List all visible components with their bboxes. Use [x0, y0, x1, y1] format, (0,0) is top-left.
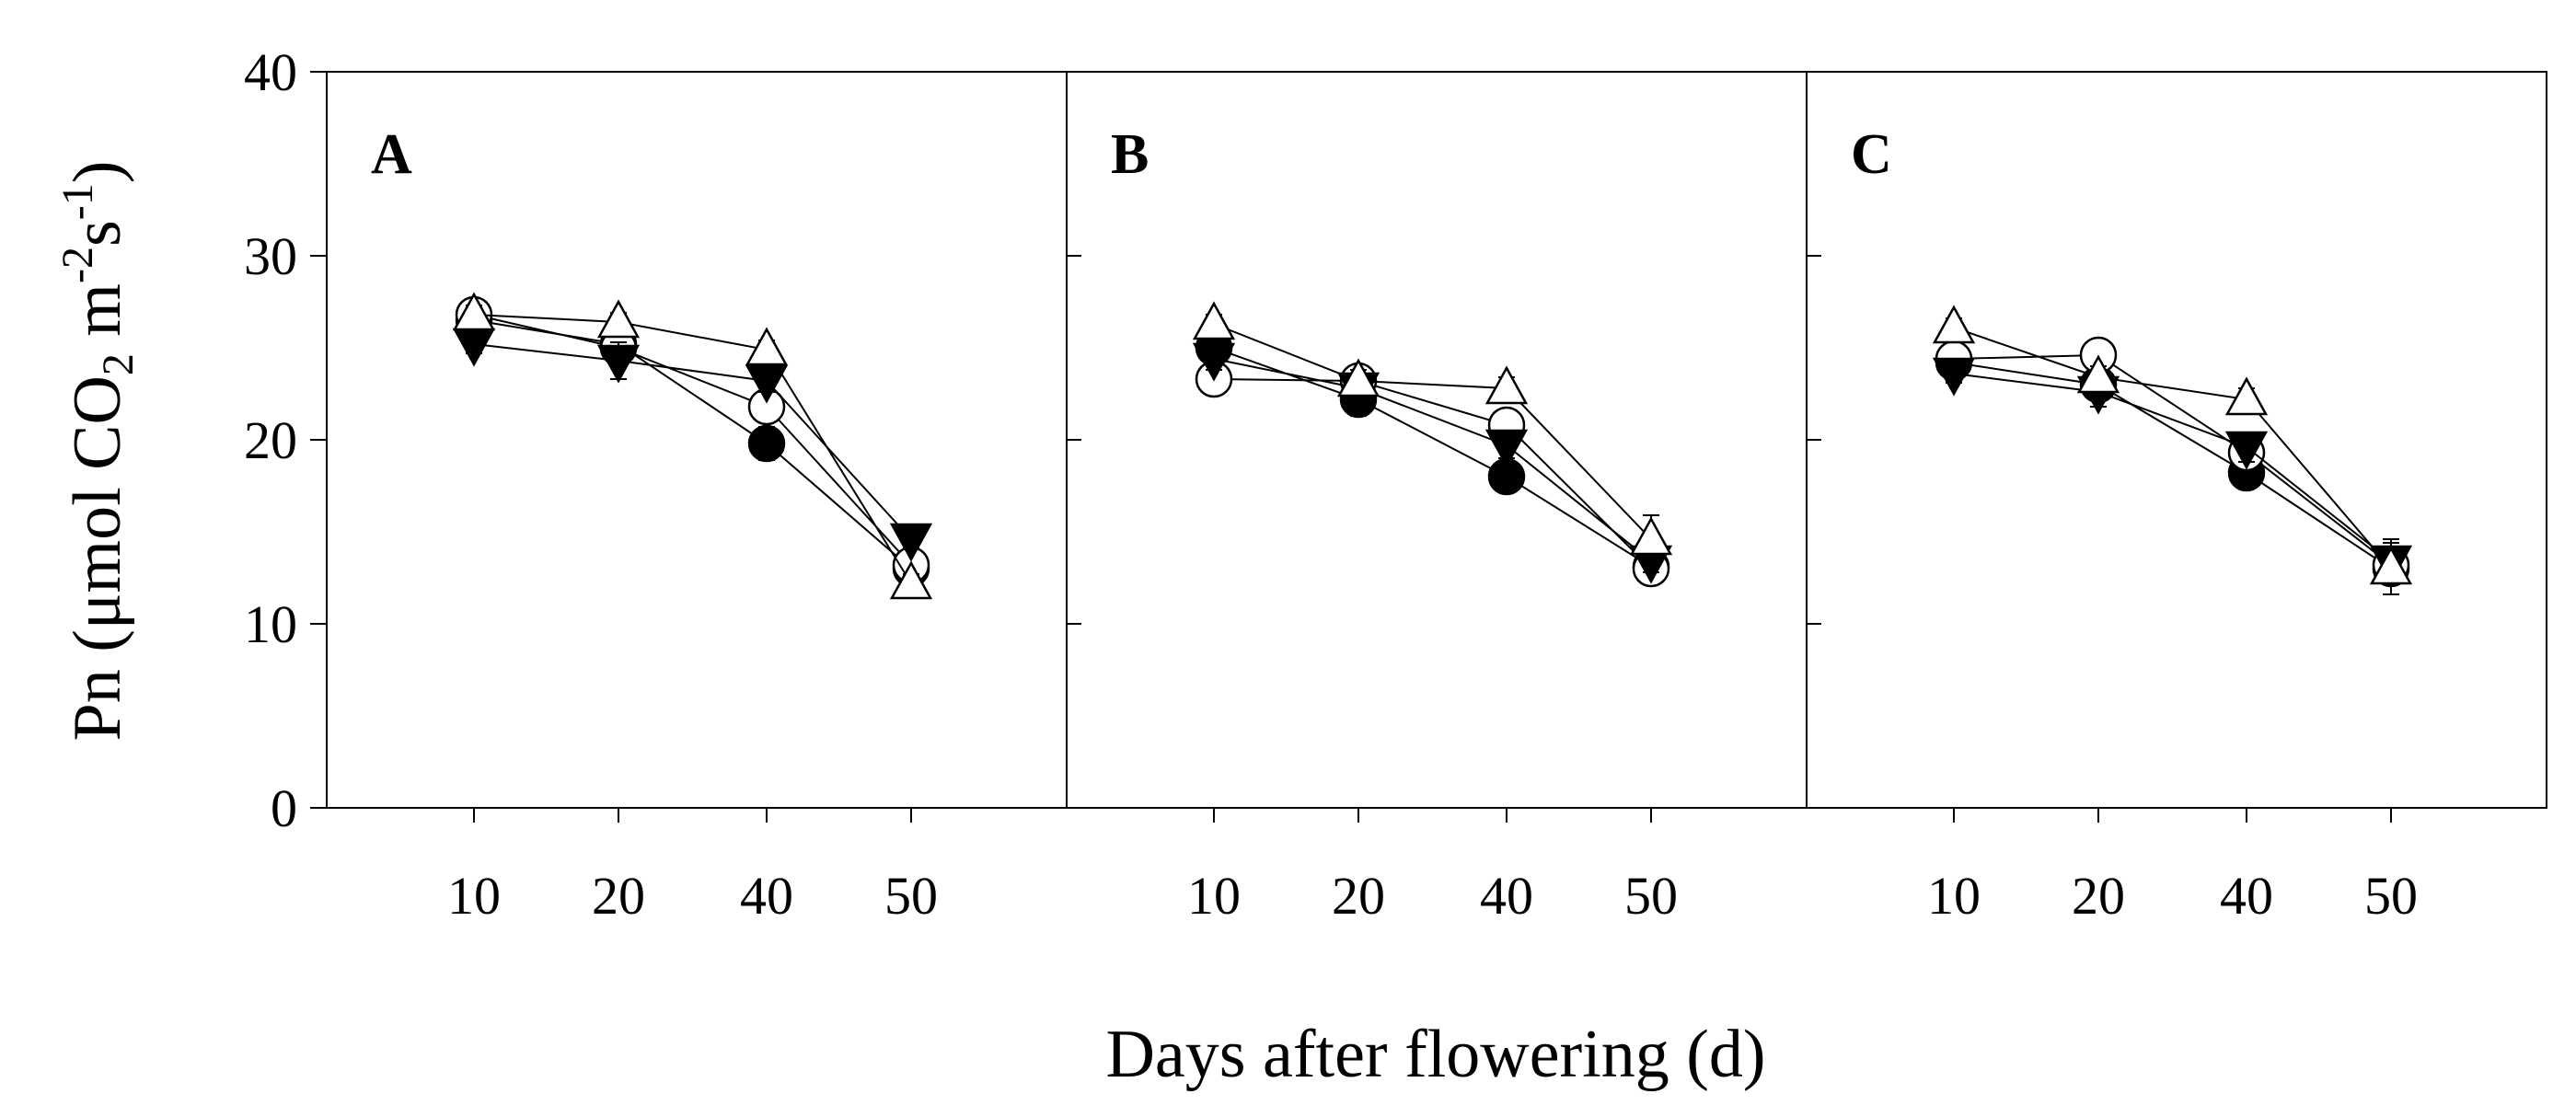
panel-label: C: [1851, 123, 1892, 186]
panel-b: B 10 20 40 50: [1066, 71, 1808, 926]
data-point: [1932, 357, 1976, 397]
data-point: [1932, 305, 1976, 344]
data-point: [889, 523, 933, 562]
panel-label: B: [1111, 123, 1149, 186]
panel-label: A: [371, 123, 412, 186]
data-point: [1192, 301, 1236, 340]
y-tick-label: 20: [244, 410, 297, 470]
x-tick-label: 10: [1187, 866, 1241, 926]
y-axis-title-exp2: -1: [53, 183, 102, 220]
series-open-triangle-up: [1192, 301, 1673, 564]
series-line: [473, 343, 912, 540]
data-point: [2224, 431, 2269, 470]
panel-c: C 10 20 40 50: [1806, 71, 2547, 926]
panel-a: A 0 10 20 30 40 10 20 40 50: [244, 42, 1068, 926]
y-axis-title-exp1: -2: [53, 247, 102, 283]
data-point: [2076, 354, 2120, 394]
series-line: [473, 314, 912, 584]
y-tick-label: 40: [244, 42, 297, 102]
y-axis-title-s: s: [60, 220, 135, 247]
series-line: [1953, 327, 2392, 570]
data-point: [1336, 358, 1380, 397]
y-axis-title-main: Pn (μmol CO: [60, 375, 135, 741]
data-point: [1484, 365, 1529, 405]
x-tick-label: 20: [2072, 866, 2125, 926]
data-point: [596, 344, 641, 384]
series-line: [473, 314, 912, 566]
series-line: [1953, 353, 2392, 566]
series-open-triangle-up: [452, 292, 933, 600]
data-point: [889, 560, 933, 600]
data-point: [1192, 342, 1236, 382]
series-line: [1213, 323, 1652, 540]
y-axis-title-sub: 2: [94, 353, 143, 375]
y-tick-label: 30: [244, 226, 297, 286]
series-line: [1953, 373, 2392, 562]
series-line: [1953, 362, 2392, 570]
y-axis-title-unit: m: [60, 283, 135, 353]
x-tick-label: 20: [592, 866, 645, 926]
x-axis-title: Days after flowering (d): [1105, 1017, 1765, 1092]
y-tick-label: 0: [271, 778, 297, 838]
data-point: [1484, 429, 1529, 468]
x-tick-label: 40: [2220, 866, 2273, 926]
data-point: [2369, 546, 2413, 585]
series-line: [1213, 378, 1652, 570]
x-tick-label: 50: [2364, 866, 2418, 926]
y-axis-title-close: ): [60, 161, 135, 184]
x-tick-label: 20: [1332, 866, 1385, 926]
x-tick-label: 50: [1624, 866, 1678, 926]
data-point: [745, 364, 789, 404]
data-point: [2224, 376, 2269, 416]
data-point: [745, 327, 789, 366]
x-tick-label: 10: [447, 866, 501, 926]
data-point: [747, 424, 786, 463]
x-tick-label: 10: [1927, 866, 1981, 926]
y-tick-label: 10: [244, 594, 297, 654]
x-tick-label: 50: [884, 866, 938, 926]
data-point: [596, 299, 641, 339]
x-tick-label: 40: [1480, 866, 1533, 926]
series-open-triangle-up: [1932, 305, 2413, 595]
series-line: [1213, 358, 1652, 562]
plot-area: A 0 10 20 30 40 10 20 40 50 B 10 20 40 50 C 10 20 40 50: [244, 42, 2547, 926]
y-axis-title: Pn (μmol CO2 m-2s-1): [53, 161, 143, 742]
series-filled-triangle-down: [452, 328, 933, 562]
data-point: [1629, 516, 1673, 556]
data-point: [452, 292, 496, 331]
x-tick-label: 40: [740, 866, 793, 926]
